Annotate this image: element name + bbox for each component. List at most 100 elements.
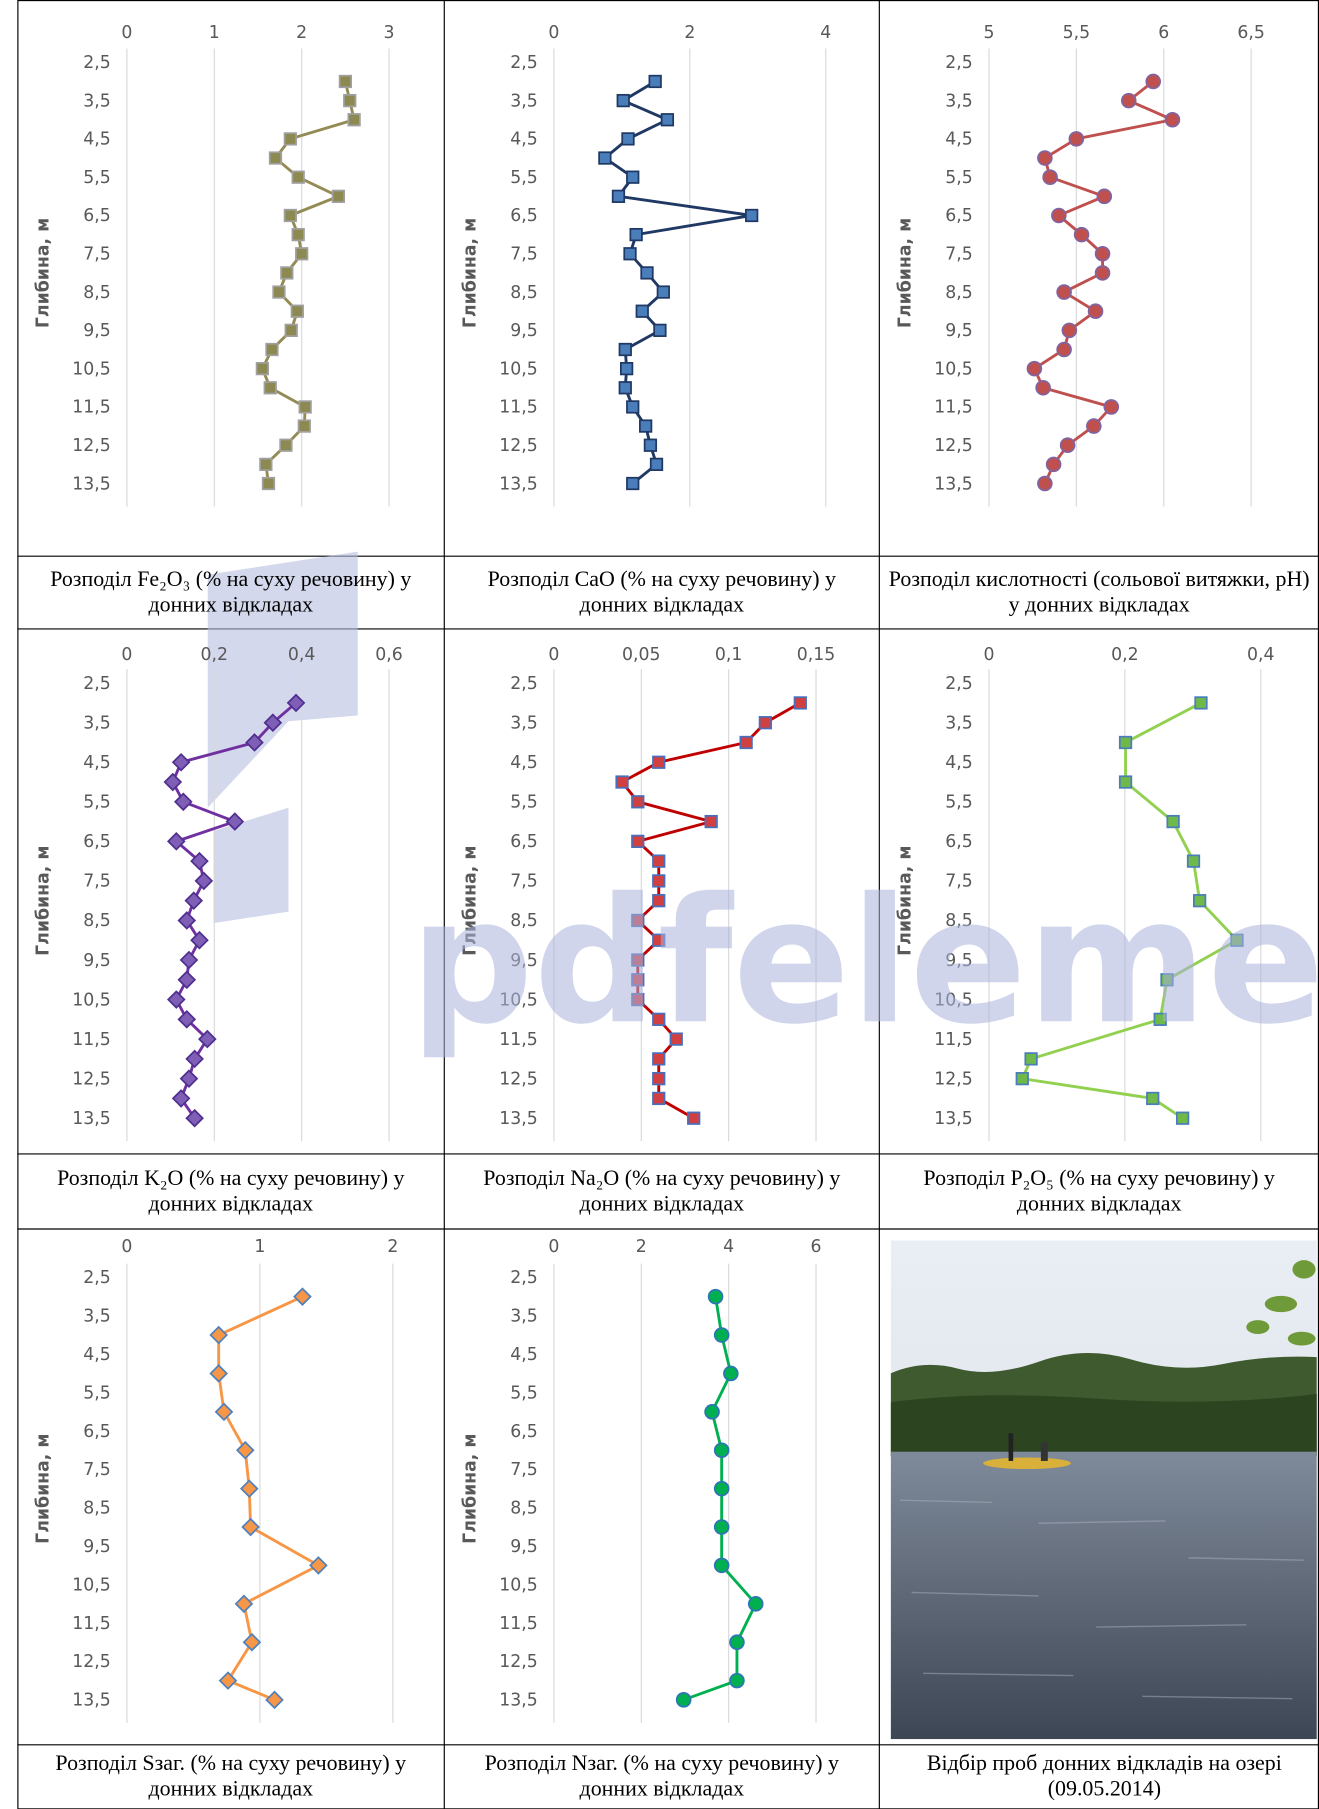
data-point xyxy=(619,382,631,394)
x-tick-label: 2 xyxy=(296,23,307,43)
data-point xyxy=(236,1596,252,1612)
y-tick-label: 12,5 xyxy=(72,1652,111,1672)
y-tick-label: 3,5 xyxy=(83,713,111,733)
data-point xyxy=(622,133,634,145)
y-tick-label: 3,5 xyxy=(83,91,111,111)
y-tick-label: 10,5 xyxy=(499,359,538,379)
y-tick-label: 2,5 xyxy=(83,53,111,73)
data-point xyxy=(175,794,191,810)
y-tick-label: 8,5 xyxy=(83,1499,111,1519)
data-point xyxy=(299,401,311,413)
y-tick-label: 8,5 xyxy=(83,911,111,931)
data-point xyxy=(1036,381,1050,395)
y-tick-label: 13,5 xyxy=(934,1109,973,1129)
data-point xyxy=(677,1693,691,1707)
data-point xyxy=(1146,75,1160,89)
x-tick-label: 0 xyxy=(121,645,132,665)
data-point xyxy=(281,267,293,279)
y-tick-label: 4,5 xyxy=(945,130,973,150)
data-point xyxy=(746,210,758,222)
data-point xyxy=(299,420,311,432)
data-point xyxy=(1097,189,1111,203)
x-tick-label: 0,15 xyxy=(797,645,836,665)
watermark: pdfelement xyxy=(410,860,1319,1062)
chart-caption: Розподіл Na₂O (% на суху речовину) у дон… xyxy=(444,1154,879,1229)
y-tick-label: 10,5 xyxy=(72,1575,111,1595)
y-tick-label: 6,5 xyxy=(510,832,538,852)
x-tick-label: 0,2 xyxy=(1111,645,1139,665)
data-point xyxy=(292,229,304,241)
data-point xyxy=(662,114,674,126)
y-tick-label: 10,5 xyxy=(72,990,111,1010)
data-point xyxy=(340,76,352,88)
data-point xyxy=(266,1692,282,1708)
data-point xyxy=(292,305,304,317)
data-point xyxy=(1038,477,1052,491)
data-point xyxy=(613,191,625,203)
data-point xyxy=(653,1093,665,1105)
y-tick-label: 3,5 xyxy=(510,713,538,733)
data-point xyxy=(1075,228,1089,242)
data-point xyxy=(715,1559,729,1573)
y-tick-label: 13,5 xyxy=(499,1691,538,1711)
data-point xyxy=(627,478,639,490)
data-point xyxy=(715,1482,729,1496)
data-point xyxy=(1120,776,1132,788)
data-point xyxy=(636,305,648,317)
y-axis-title: Глибина, м xyxy=(895,218,915,328)
y-tick-label: 2,5 xyxy=(83,674,111,694)
data-point xyxy=(760,717,772,729)
data-point xyxy=(270,152,282,164)
y-tick-label: 5,5 xyxy=(83,168,111,188)
data-point xyxy=(649,76,661,88)
chart-caption: Розподіл P₂O₅ (% на суху речовину) у дон… xyxy=(879,1154,1319,1229)
y-tick-label: 7,5 xyxy=(83,245,111,265)
x-tick-label: 0 xyxy=(121,23,132,43)
data-point xyxy=(1096,247,1110,261)
data-line xyxy=(219,1297,319,1700)
y-tick-label: 2,5 xyxy=(83,1268,111,1288)
data-point xyxy=(705,1405,719,1419)
data-point xyxy=(1122,94,1136,108)
data-point xyxy=(795,697,807,709)
data-line xyxy=(684,1297,756,1700)
y-tick-label: 7,5 xyxy=(83,1460,111,1480)
y-tick-label: 4,5 xyxy=(83,1345,111,1365)
data-point xyxy=(243,1519,259,1535)
y-tick-label: 6,5 xyxy=(945,206,973,226)
data-point xyxy=(264,382,276,394)
x-tick-label: 4 xyxy=(723,1237,734,1257)
data-point xyxy=(1104,400,1118,414)
data-point xyxy=(191,932,207,948)
y-tick-label: 8,5 xyxy=(945,283,973,303)
y-tick-label: 4,5 xyxy=(510,130,538,150)
data-point xyxy=(730,1635,744,1649)
x-tick-label: 0,05 xyxy=(622,645,661,665)
y-axis-title: Глибина, м xyxy=(33,1433,53,1543)
photo xyxy=(891,1241,1317,1740)
data-point xyxy=(1177,1112,1189,1124)
y-tick-label: 7,5 xyxy=(510,1460,538,1480)
y-tick-label: 9,5 xyxy=(945,321,973,341)
y-tick-label: 5,5 xyxy=(510,793,538,813)
data-point xyxy=(658,286,670,298)
data-point xyxy=(1057,285,1071,299)
data-point xyxy=(653,756,665,768)
y-tick-label: 13,5 xyxy=(499,474,538,494)
y-tick-label: 2,5 xyxy=(510,674,538,694)
page-content: 01232,53,54,55,56,57,58,59,510,511,512,5… xyxy=(0,0,1319,1809)
data-point xyxy=(196,873,212,889)
data-point xyxy=(724,1367,738,1381)
y-tick-label: 2,5 xyxy=(510,53,538,73)
data-point xyxy=(186,893,202,909)
y-tick-label: 8,5 xyxy=(510,283,538,303)
data-point xyxy=(1096,266,1110,280)
data-point xyxy=(260,459,272,471)
data-point xyxy=(1089,304,1103,318)
y-tick-label: 9,5 xyxy=(83,1537,111,1557)
data-point xyxy=(220,1673,236,1689)
y-tick-label: 10,5 xyxy=(934,359,973,379)
data-point xyxy=(273,286,285,298)
x-tick-label: 0,4 xyxy=(288,645,316,665)
data-point xyxy=(266,344,278,356)
